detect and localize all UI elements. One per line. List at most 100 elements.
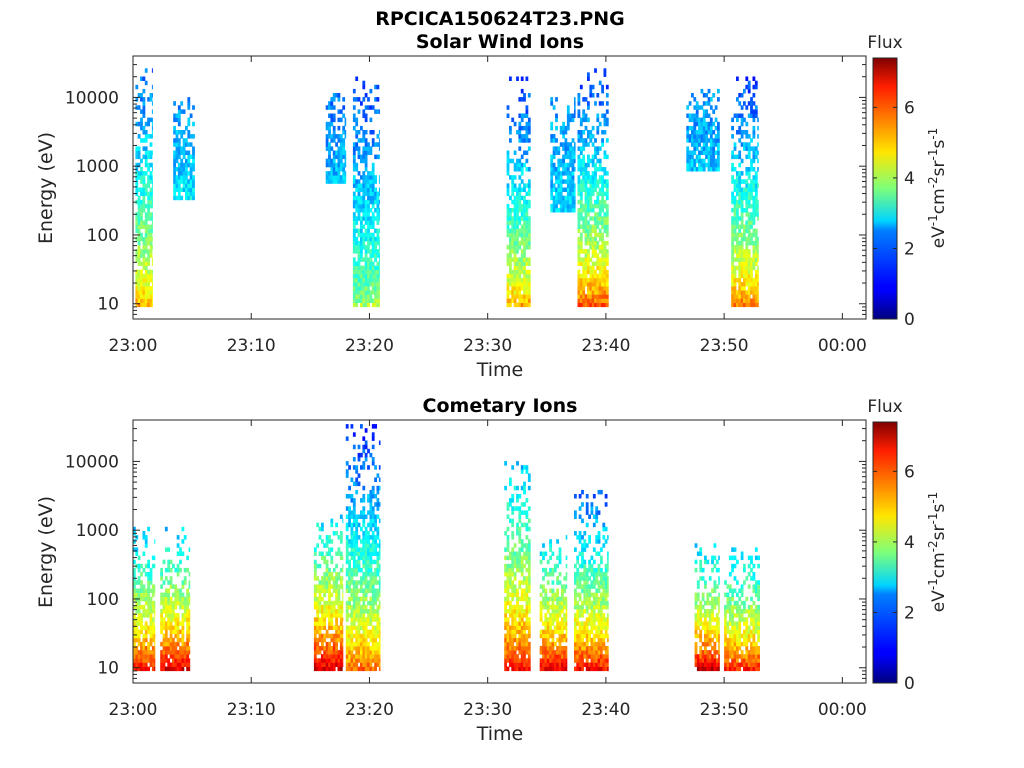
heatmap-cell (592, 666, 596, 672)
heatmap-cell (337, 146, 341, 151)
heatmap-cell (603, 298, 607, 303)
heatmap-cell (574, 191, 576, 197)
heatmap-cell (140, 282, 143, 287)
heatmap-cell (576, 604, 580, 610)
heatmap-cell (516, 658, 519, 663)
heatmap-cell (578, 576, 582, 581)
heatmap-cell (589, 93, 593, 98)
heatmap-cell (357, 109, 361, 114)
heatmap-cell (506, 212, 510, 217)
heatmap-cell (752, 158, 756, 164)
heatmap-cell (605, 212, 609, 217)
heatmap-cell (520, 88, 524, 94)
heatmap-cell (712, 138, 716, 143)
heatmap-cell (179, 637, 182, 643)
heatmap-cell (149, 150, 153, 155)
heatmap-cell (705, 138, 708, 143)
heatmap-cell (179, 596, 182, 602)
heatmap-cell (584, 199, 588, 205)
heatmap-cell (137, 195, 141, 201)
heatmap-cell (154, 637, 156, 643)
heatmap-cell (142, 613, 146, 618)
heatmap-cell (147, 592, 150, 598)
heatmap-cell (592, 580, 596, 585)
heatmap-cell (355, 658, 359, 663)
heatmap-cell (371, 650, 375, 655)
heatmap-cell (601, 187, 604, 192)
heatmap-cell (740, 282, 744, 287)
heatmap-cell (371, 436, 375, 441)
heatmap-cell (594, 249, 597, 254)
heatmap-cell (360, 294, 363, 299)
heatmap-cell (587, 130, 590, 135)
heatmap-cell (589, 257, 593, 262)
heatmap-cell (546, 650, 550, 655)
heatmap-cell (736, 220, 739, 225)
heatmap-cell (144, 539, 148, 544)
heatmap-cell (135, 146, 139, 151)
heatmap-cell (506, 158, 510, 164)
heatmap-cell (752, 199, 756, 205)
heatmap-cell (364, 167, 368, 172)
heatmap-cell (350, 613, 354, 618)
heatmap-cell (140, 216, 143, 221)
heatmap-cell (754, 261, 758, 266)
heatmap-cell (591, 298, 595, 303)
heatmap-cell (369, 580, 373, 585)
heatmap-cell (574, 183, 576, 188)
heatmap-cell (595, 604, 599, 610)
heatmap-cell (169, 641, 173, 647)
heatmap-cell (355, 290, 359, 295)
heatmap-cell (180, 146, 184, 151)
heatmap-cell (350, 666, 354, 672)
heatmap-cell (600, 641, 603, 647)
heatmap-cell (357, 97, 361, 102)
heatmap-cell (712, 154, 716, 160)
heatmap-cell (335, 654, 338, 659)
heatmap-cell (328, 580, 331, 585)
heatmap-cell (506, 273, 510, 279)
heatmap-cell (598, 208, 602, 213)
heatmap-cell (330, 617, 334, 622)
heatmap-cell (352, 269, 356, 275)
heatmap-cell (142, 282, 146, 287)
heatmap-cell (369, 522, 373, 528)
heatmap-cell (588, 650, 591, 655)
heatmap-cell (330, 600, 334, 606)
heatmap-cell (527, 584, 531, 589)
heatmap-cell (504, 485, 507, 491)
heatmap-cell (754, 298, 758, 303)
heatmap-cell (369, 600, 373, 606)
heatmap-cell (520, 604, 524, 610)
heatmap-cell (693, 97, 697, 102)
heatmap-cell (603, 257, 607, 262)
heatmap-cell (523, 662, 526, 667)
heatmap-cell (731, 286, 734, 291)
heatmap-cell (605, 220, 609, 225)
heatmap-cell (316, 629, 320, 635)
heatmap-cell (571, 167, 575, 172)
heatmap-cell (698, 162, 701, 168)
heatmap-cell (504, 600, 507, 606)
heatmap-cell (337, 125, 341, 131)
heatmap-cell (180, 195, 184, 201)
heatmap-cell (504, 613, 507, 618)
heatmap-cell (520, 539, 524, 544)
heatmap-cell (183, 567, 187, 573)
heatmap-cell (574, 633, 577, 639)
heatmap-cell (583, 600, 587, 606)
heatmap-cell (587, 134, 590, 139)
heatmap-cell (355, 646, 359, 651)
heatmap-cell (332, 531, 336, 536)
heatmap-cell (757, 216, 759, 221)
heatmap-cell (581, 600, 584, 606)
heatmap-cell (752, 265, 756, 271)
heatmap-cell (360, 236, 363, 242)
heatmap-cell (558, 621, 562, 626)
heatmap-cell (352, 277, 356, 283)
heatmap-cell (597, 621, 601, 626)
heatmap-cell (605, 240, 609, 246)
heatmap-cell (736, 240, 739, 246)
heatmap-cell (557, 179, 561, 184)
heatmap-cell (144, 563, 148, 569)
